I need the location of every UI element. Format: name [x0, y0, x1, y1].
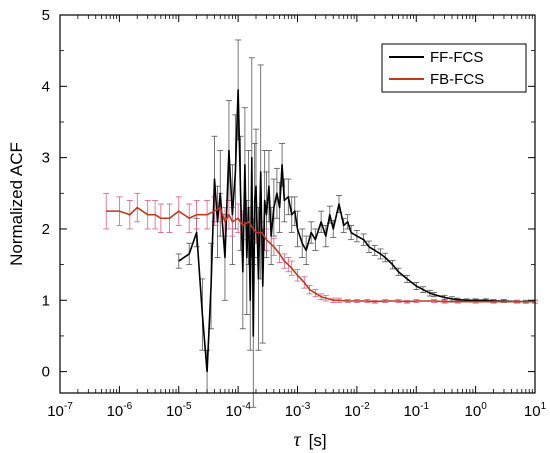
x-tick-label: 10-7 [47, 401, 73, 420]
y-tick-label: 2 [42, 221, 50, 238]
legend: FF-FCS FB-FCS [381, 43, 527, 93]
y-tick-label: 1 [42, 292, 50, 309]
y-tick-label: 4 [42, 78, 50, 95]
y-tick-label: 3 [42, 150, 50, 167]
x-axis-unit: [s] [309, 431, 327, 450]
x-axis-symbol: τ [293, 429, 301, 451]
x-tick-label: 10-4 [225, 401, 251, 420]
x-tick-label: 10-3 [285, 401, 311, 420]
x-axis-label: τ [s] [293, 429, 326, 451]
x-tick-label: 10-6 [107, 401, 133, 420]
series-line-fb-fcs [106, 206, 535, 303]
y-tick-label: 5 [42, 7, 50, 24]
series-layer [106, 89, 535, 373]
legend-box [381, 43, 527, 93]
legend-label-ff-fcs: FF-FCS [430, 49, 483, 66]
x-tick-label: 100 [465, 401, 488, 420]
legend-label-fb-fcs: FB-FCS [430, 71, 484, 88]
x-tick-label: 101 [524, 401, 547, 420]
x-tick-label: 10-2 [344, 401, 370, 420]
y-axis-label: Normalized ACF [7, 142, 26, 266]
x-tick-label: 10-1 [403, 401, 429, 420]
y-tick-label: 0 [42, 364, 50, 381]
x-tick-label: 10-5 [166, 401, 192, 420]
series-line-ff-fcs [178, 89, 535, 373]
ticks-layer [59, 14, 536, 393]
